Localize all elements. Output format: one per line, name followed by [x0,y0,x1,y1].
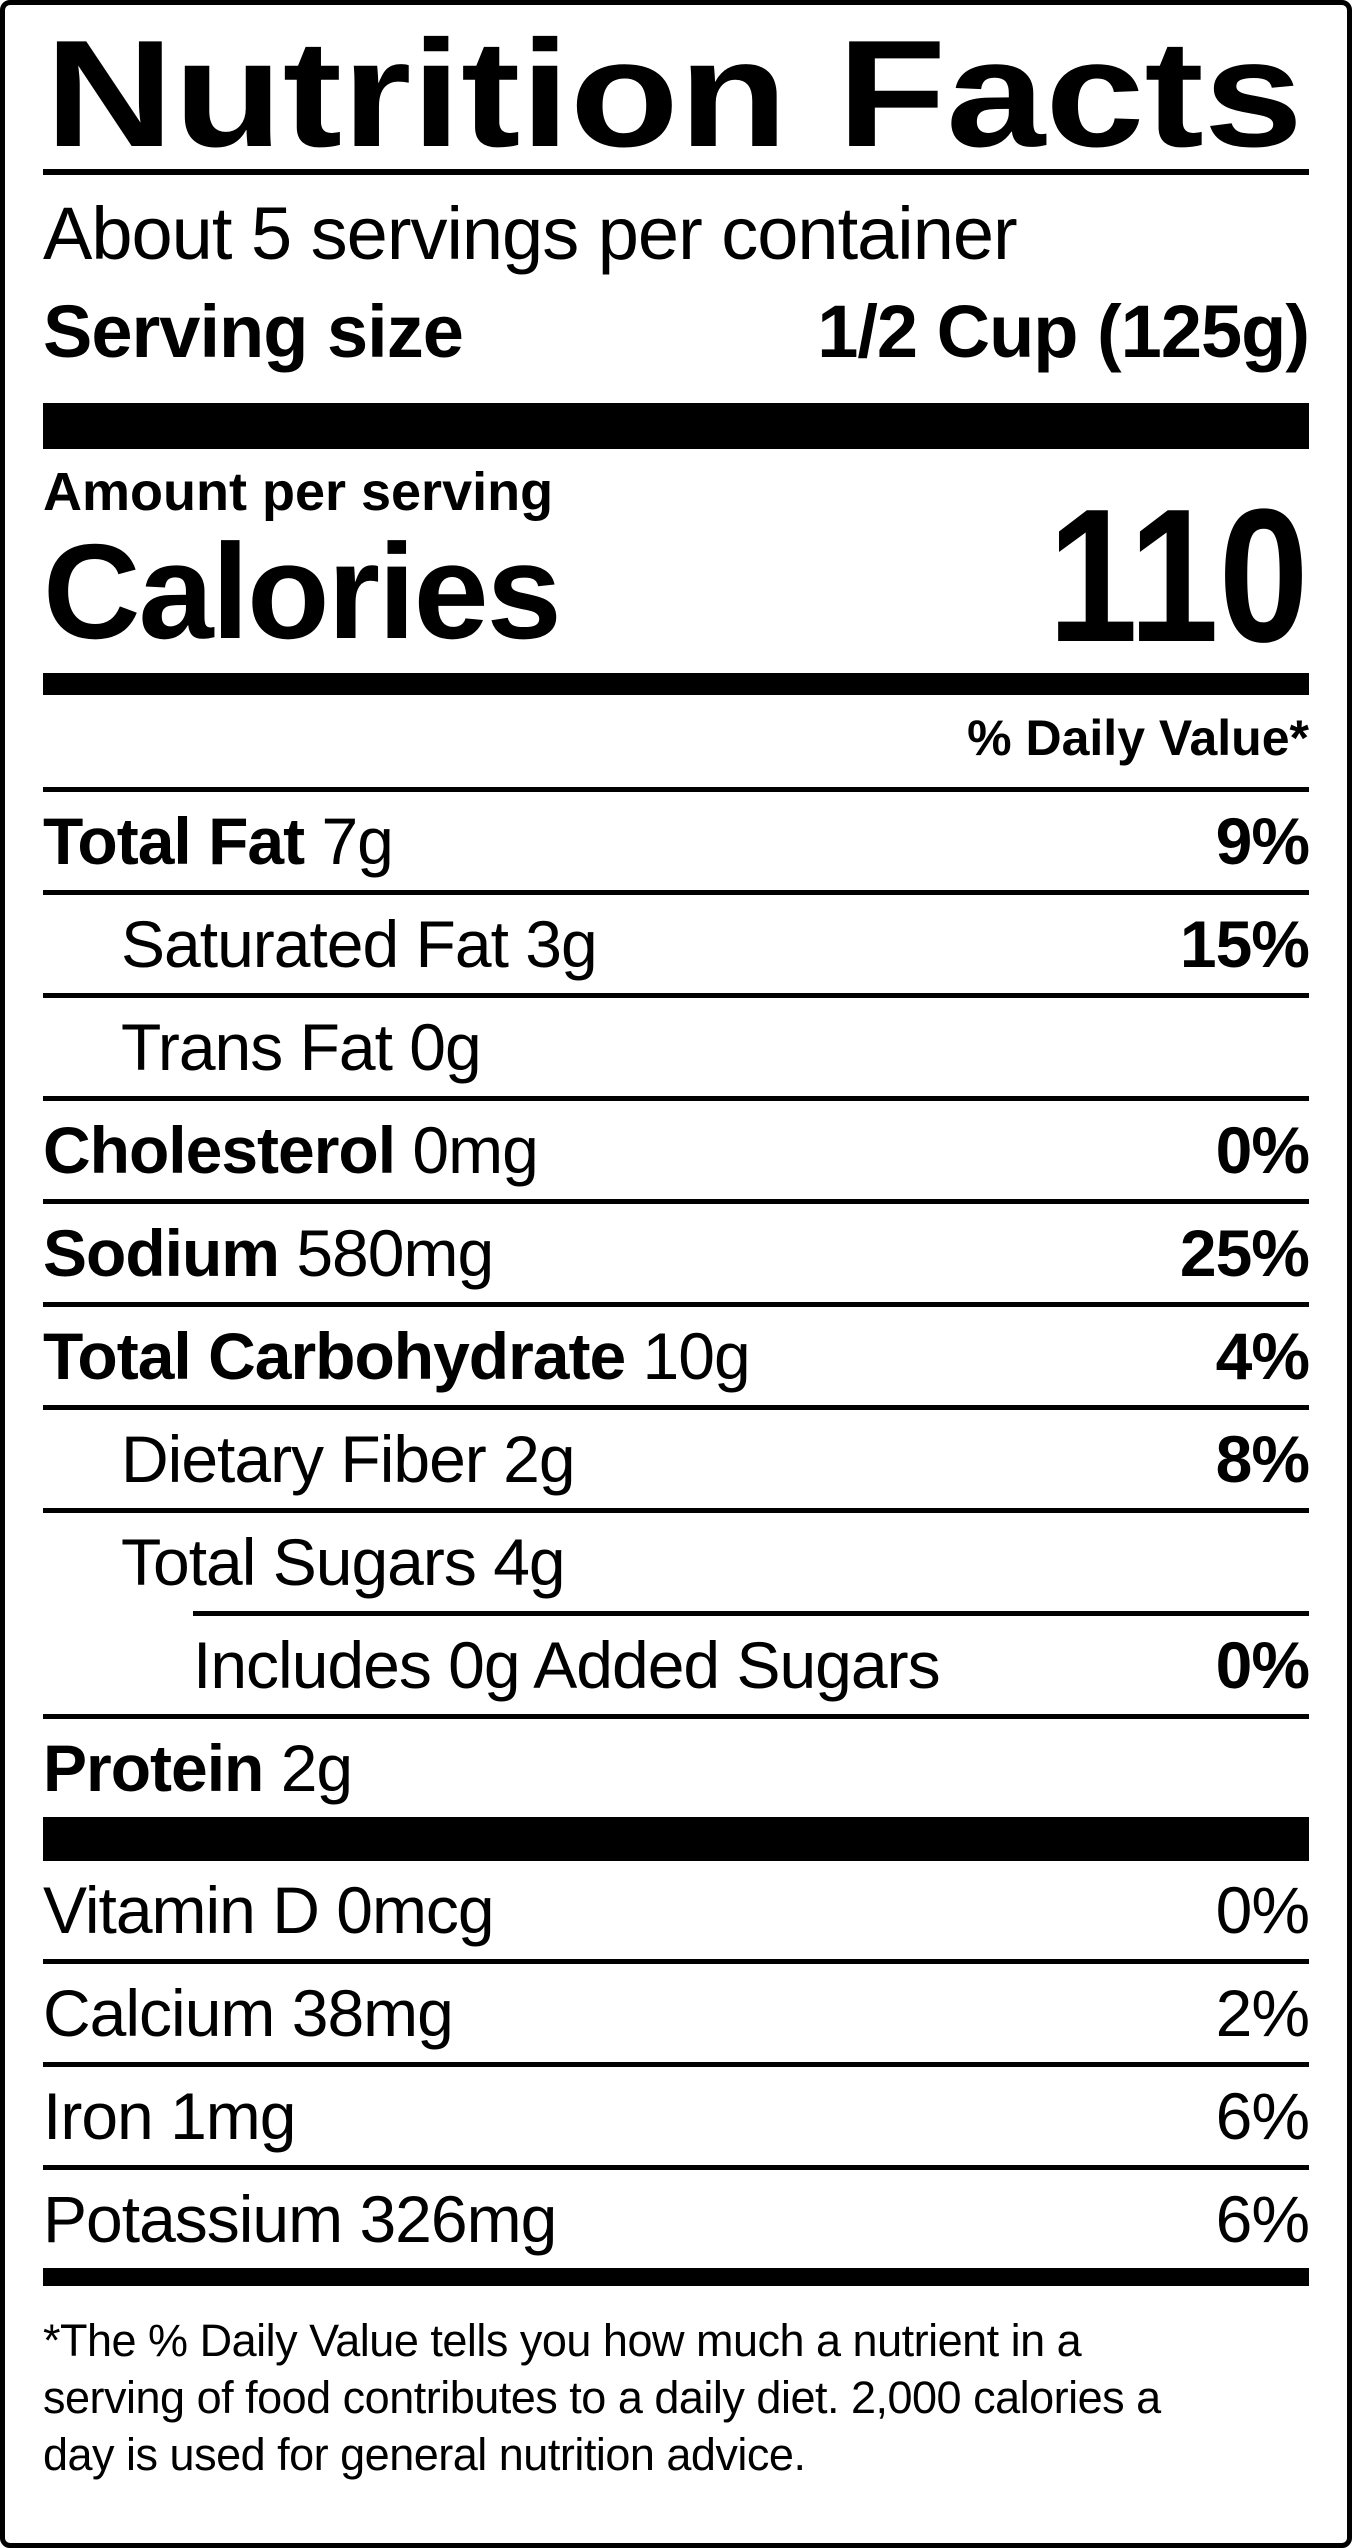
nutrient-row-cholesterol: Cholesterol 0mg 0% [43,1101,1310,1199]
nutrient-daily-value: 0% [1215,1628,1310,1702]
nutrient-amount: 10g [642,1319,751,1393]
micronutrient-row-iron: Iron 1mg 6% [43,2067,1310,2165]
divider [43,993,1309,998]
nutrient-daily-value: 4% [1215,1319,1310,1393]
nutrient-label: Includes 0g Added Sugars [193,1628,941,1702]
nutrient-daily-value: 2% [1215,1976,1310,2050]
nutrient-amount: 326mg [359,2182,557,2256]
nutrient-row-total-carbohydrate: Total Carbohydrate 10g 4% [43,1307,1310,1405]
nutrient-label: Total Carbohydrate [43,1319,626,1393]
daily-value-header: % Daily Value* [967,710,1309,766]
nutrient-amount: 580mg [296,1216,494,1290]
divider [43,787,1309,792]
nutrient-label: Iron [43,2079,154,2153]
footnote-line: *The % Daily Value tells you how much a … [43,2315,1082,2366]
nutrient-label: Vitamin D [43,1873,320,1947]
nutrient-row-total-fat: Total Fat 7g 9% [43,792,1310,890]
calories-value: 110 [1048,470,1309,682]
divider [43,1096,1309,1101]
nutrient-label: Cholesterol [43,1113,396,1187]
footnote-line: day is used for general nutrition advice… [43,2429,806,2480]
divider [43,1714,1309,1719]
calories-row: Calories 110 [43,481,1309,671]
nutrient-row-sodium: Sodium 580mg 25% [43,1204,1310,1302]
nutrient-label: Dietary Fiber [121,1422,487,1496]
serving-size-label: Serving size [43,290,464,373]
nutrient-amount: 7g [321,804,393,878]
nutrient-label: Protein [43,1731,264,1805]
nutrient-amount: 1mg [170,2079,296,2153]
nutrient-daily-value: 15% [1179,907,1310,981]
micronutrient-row-calcium: Calcium 38mg 2% [43,1964,1310,2062]
serving-size-row: Serving size 1/2 Cup (125g) [43,290,1310,373]
page-title: Nutrition Facts [45,25,1303,165]
nutrient-daily-value: 0% [1215,1113,1310,1187]
nutrient-amount: 2g [280,1731,353,1805]
divider [43,2062,1309,2067]
nutrient-daily-value: 8% [1215,1422,1310,1496]
nutrient-amount: 4g [493,1525,565,1599]
nutrient-row-trans-fat: Trans Fat 0g [43,998,1309,1096]
section-bar-middle [43,1817,1309,1861]
nutrient-amount: 3g [525,907,597,981]
nutrient-daily-value: 0% [1215,1873,1310,1947]
title-divider [43,169,1309,175]
nutrient-amount: 38mg [291,1976,454,2050]
divider-indented [193,1611,1309,1616]
nutrient-row-protein: Protein 2g [43,1719,1309,1817]
serving-size-value: 1/2 Cup (125g) [817,290,1310,373]
section-bar-bottom [43,2268,1309,2286]
nutrient-row-added-sugars: Includes 0g Added Sugars 0% [43,1616,1310,1714]
nutrient-label: Total Sugars [121,1525,477,1599]
nutrient-row-total-sugars: Total Sugars 4g [43,1513,1309,1611]
nutrient-amount: 0mcg [336,1873,494,1947]
footnote-line: serving of food contributes to a daily d… [43,2372,1161,2423]
micronutrient-row-vitamin-d: Vitamin D 0mcg 0% [43,1861,1310,1959]
nutrient-label: Saturated Fat [121,907,509,981]
calories-label: Calories [43,516,562,667]
servings-per-container: About 5 servings per container [43,192,1018,275]
divider [43,1199,1309,1204]
divider [43,1405,1309,1410]
nutrient-daily-value: 6% [1215,2182,1310,2256]
nutrient-label: Calcium [43,1976,275,2050]
nutrient-row-dietary-fiber: Dietary Fiber 2g 8% [43,1410,1310,1508]
nutrient-daily-value: 9% [1215,804,1310,878]
nutrient-label: Potassium [43,2182,343,2256]
divider [43,890,1309,895]
calories-divider-bar [43,673,1309,695]
nutrient-amount: 2g [503,1422,575,1496]
title-block: Nutrition Facts [45,25,1303,165]
micronutrient-row-potassium: Potassium 326mg 6% [43,2170,1310,2268]
section-bar-top [43,403,1309,449]
divider [43,2165,1309,2170]
nutrient-label: Total Fat [43,804,305,878]
nutrient-label: Trans Fat [121,1010,393,1084]
divider [43,1302,1309,1307]
nutrient-amount: 0g [409,1010,481,1084]
divider [43,1959,1309,1964]
divider [43,1508,1309,1513]
nutrient-amount: 0mg [412,1113,538,1187]
amount-per-serving-label: Amount per serving [43,462,554,522]
nutrient-row-saturated-fat: Saturated Fat 3g 15% [43,895,1310,993]
nutrient-label: Sodium [43,1216,280,1290]
footnote: *The % Daily Value tells you how much a … [43,2312,1309,2483]
nutrient-daily-value: 25% [1179,1216,1310,1290]
nutrient-daily-value: 6% [1215,2079,1310,2153]
